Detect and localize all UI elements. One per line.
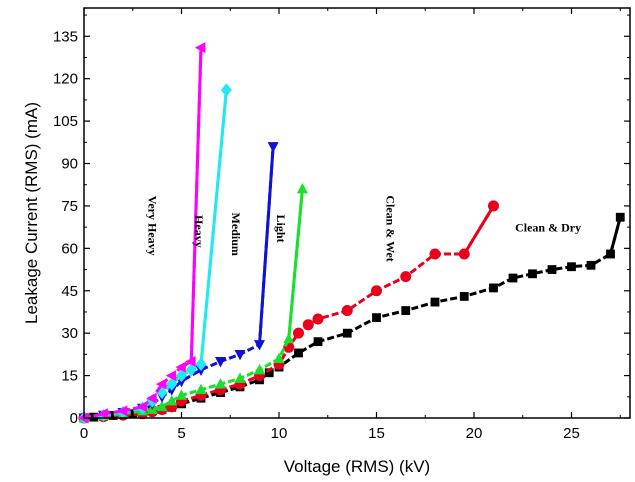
- data-point-heavy: [185, 363, 197, 377]
- data-point-clean-dry: [547, 265, 557, 274]
- annotation-layer: Very Heavy Heavy Medium Light Clean & Wet Cle…: [145, 195, 581, 261]
- data-point-clean-dry: [489, 283, 498, 293]
- data-point-light: [156, 400, 168, 412]
- data-point-clean-dry: [508, 273, 518, 283]
- data-point-clean-dry: [567, 262, 576, 272]
- data-point-clean-dry: [606, 249, 615, 259]
- y-axis-title: Leakage Current (RMS) (mA): [22, 102, 41, 324]
- series-label-clean-dry: Clean & Dry: [515, 220, 581, 234]
- x-tick-label: 15: [368, 425, 385, 442]
- data-point-clean-wet: [371, 285, 382, 297]
- data-point-very-heavy: [116, 405, 128, 417]
- y-tick-label: 120: [53, 71, 78, 88]
- series-jump-clean-wet: [462, 205, 495, 255]
- data-point-light: [166, 394, 178, 406]
- data-point-clean-dry: [313, 337, 323, 347]
- series-label-very-heavy: Very Heavy: [145, 196, 159, 256]
- data-point-clean-dry: [459, 292, 469, 301]
- data-point-clean-wet: [458, 248, 470, 260]
- data-point-light: [176, 389, 187, 400]
- data-point-light: [215, 378, 226, 389]
- y-tick-label: 30: [61, 325, 78, 342]
- data-point-very-heavy: [194, 42, 206, 54]
- data-point-very-heavy: [97, 408, 108, 420]
- data-point-heavy: [195, 357, 207, 371]
- data-point-light: [283, 332, 295, 344]
- x-axis-title: Voltage (RMS) (kV): [284, 457, 430, 476]
- x-tick-label: 20: [466, 425, 483, 442]
- axes-layer: 0 5 10 15 20 25 0 15 30 45 60 75 90 105 120 135: [53, 7, 631, 442]
- y-tick-label: 90: [61, 156, 78, 173]
- data-point-clean-wet: [488, 200, 499, 212]
- series-layer: [77, 42, 625, 425]
- x-tick-label: 5: [177, 425, 185, 442]
- data-point-very-heavy: [175, 361, 186, 373]
- data-point-very-heavy: [146, 392, 157, 404]
- data-point-heavy: [176, 368, 187, 383]
- data-point-clean-dry: [430, 297, 440, 307]
- y-tick-label: 75: [61, 198, 78, 215]
- series-jump-heavy: [199, 89, 228, 365]
- data-point-medium: [267, 142, 279, 153]
- series-line-very-heavy: [83, 47, 203, 420]
- series-label-light: Light: [274, 215, 288, 243]
- data-point-clean-wet: [302, 319, 314, 331]
- data-point-very-heavy: [155, 378, 167, 390]
- data-point-clean-dry: [264, 368, 274, 378]
- y-tick-label: 135: [53, 28, 78, 45]
- x-tick-label: 0: [80, 425, 88, 442]
- data-point-light: [296, 182, 308, 194]
- series-medium: [78, 142, 279, 425]
- series-jump-clean-dry: [609, 216, 622, 255]
- series-jump-medium: [258, 146, 275, 345]
- data-point-clean-dry: [108, 411, 118, 420]
- data-point-heavy: [220, 83, 232, 97]
- data-point-clean-dry: [615, 212, 625, 222]
- series-jump-very-heavy: [189, 47, 203, 362]
- series-label-medium: Medium: [229, 213, 243, 256]
- y-tick-label: 15: [61, 368, 78, 385]
- data-point-light: [195, 383, 207, 395]
- data-point-very-heavy: [136, 401, 147, 413]
- data-point-very-heavy: [185, 355, 196, 367]
- y-tick-label: 105: [53, 113, 78, 130]
- data-point-clean-wet: [341, 305, 353, 317]
- data-point-clean-dry: [528, 269, 537, 279]
- data-point-clean-wet: [293, 327, 304, 339]
- x-tick-label: 10: [271, 425, 288, 442]
- data-point-heavy: [166, 377, 178, 391]
- y-tick-label: 0: [70, 410, 78, 427]
- data-point-heavy: [156, 385, 168, 400]
- data-point-clean-dry: [294, 348, 303, 358]
- data-point-light: [273, 352, 285, 364]
- data-point-clean-wet: [429, 248, 441, 260]
- series-label-clean-wet: Clean & Wet: [383, 195, 397, 261]
- data-point-medium: [215, 357, 226, 368]
- plot-frame: [83, 7, 631, 419]
- x-tick-label: 25: [563, 425, 580, 442]
- data-point-clean-dry: [372, 313, 381, 323]
- series-label-heavy: Heavy: [192, 215, 206, 248]
- data-point-clean-dry: [401, 306, 411, 315]
- data-point-medium: [234, 349, 246, 361]
- data-point-light: [254, 363, 265, 375]
- data-point-clean-wet: [312, 313, 324, 325]
- data-point-light: [234, 372, 246, 383]
- data-point-clean-dry: [89, 412, 99, 422]
- data-point-medium: [254, 340, 265, 351]
- data-point-clean-wet: [400, 271, 412, 283]
- data-point-very-heavy: [77, 412, 89, 424]
- y-tick-label: 60: [61, 240, 78, 257]
- data-point-very-heavy: [165, 370, 177, 382]
- data-point-clean-dry: [128, 409, 138, 419]
- data-point-clean-dry: [342, 328, 352, 338]
- series-jump-light: [287, 188, 304, 339]
- series-very-heavy: [77, 42, 206, 424]
- data-point-clean-dry: [586, 260, 596, 270]
- y-tick-label: 45: [61, 283, 78, 300]
